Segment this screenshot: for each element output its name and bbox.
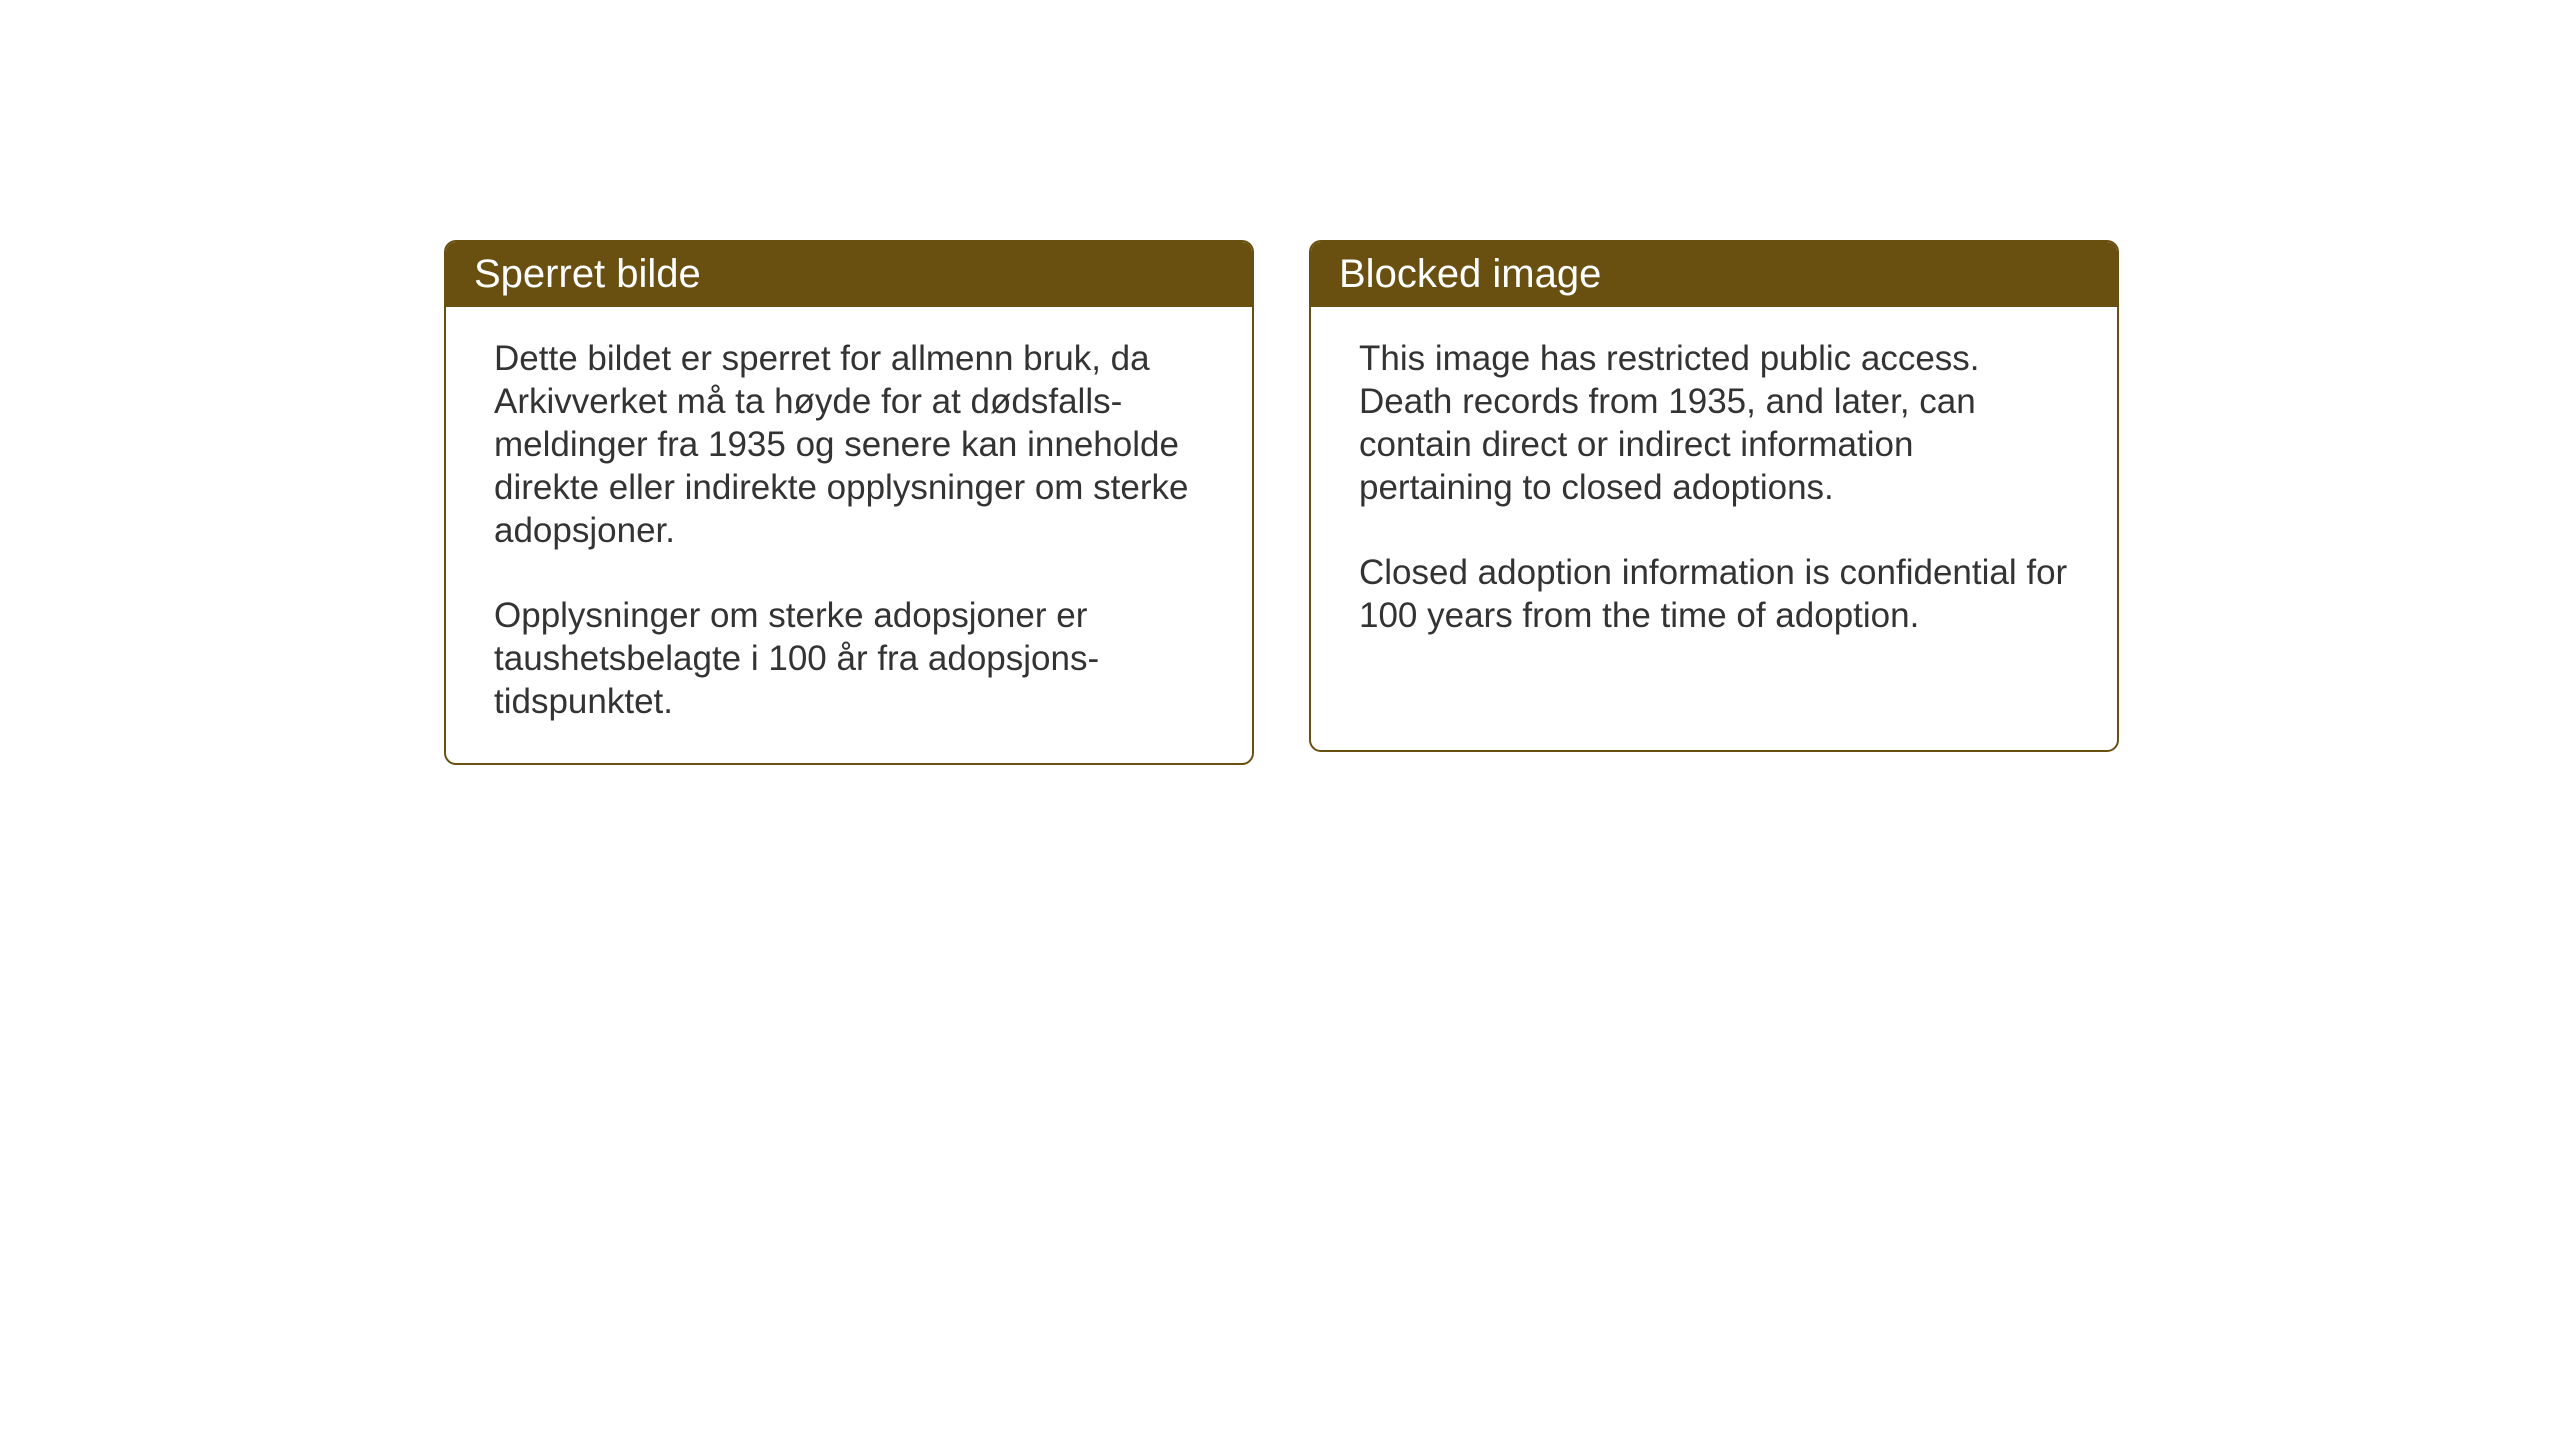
english-paragraph-1: This image has restricted public access.… (1359, 337, 2069, 509)
norwegian-card-title: Sperret bilde (446, 242, 1252, 307)
english-paragraph-2: Closed adoption information is confident… (1359, 551, 2069, 637)
english-card-body: This image has restricted public access.… (1311, 307, 2117, 677)
english-card: Blocked image This image has restricted … (1309, 240, 2119, 752)
norwegian-card: Sperret bilde Dette bildet er sperret fo… (444, 240, 1254, 765)
english-card-title: Blocked image (1311, 242, 2117, 307)
notice-container: Sperret bilde Dette bildet er sperret fo… (444, 240, 2119, 765)
norwegian-card-body: Dette bildet er sperret for allmenn bruk… (446, 307, 1252, 763)
norwegian-paragraph-2: Opplysninger om sterke adopsjoner er tau… (494, 594, 1204, 723)
norwegian-paragraph-1: Dette bildet er sperret for allmenn bruk… (494, 337, 1204, 552)
